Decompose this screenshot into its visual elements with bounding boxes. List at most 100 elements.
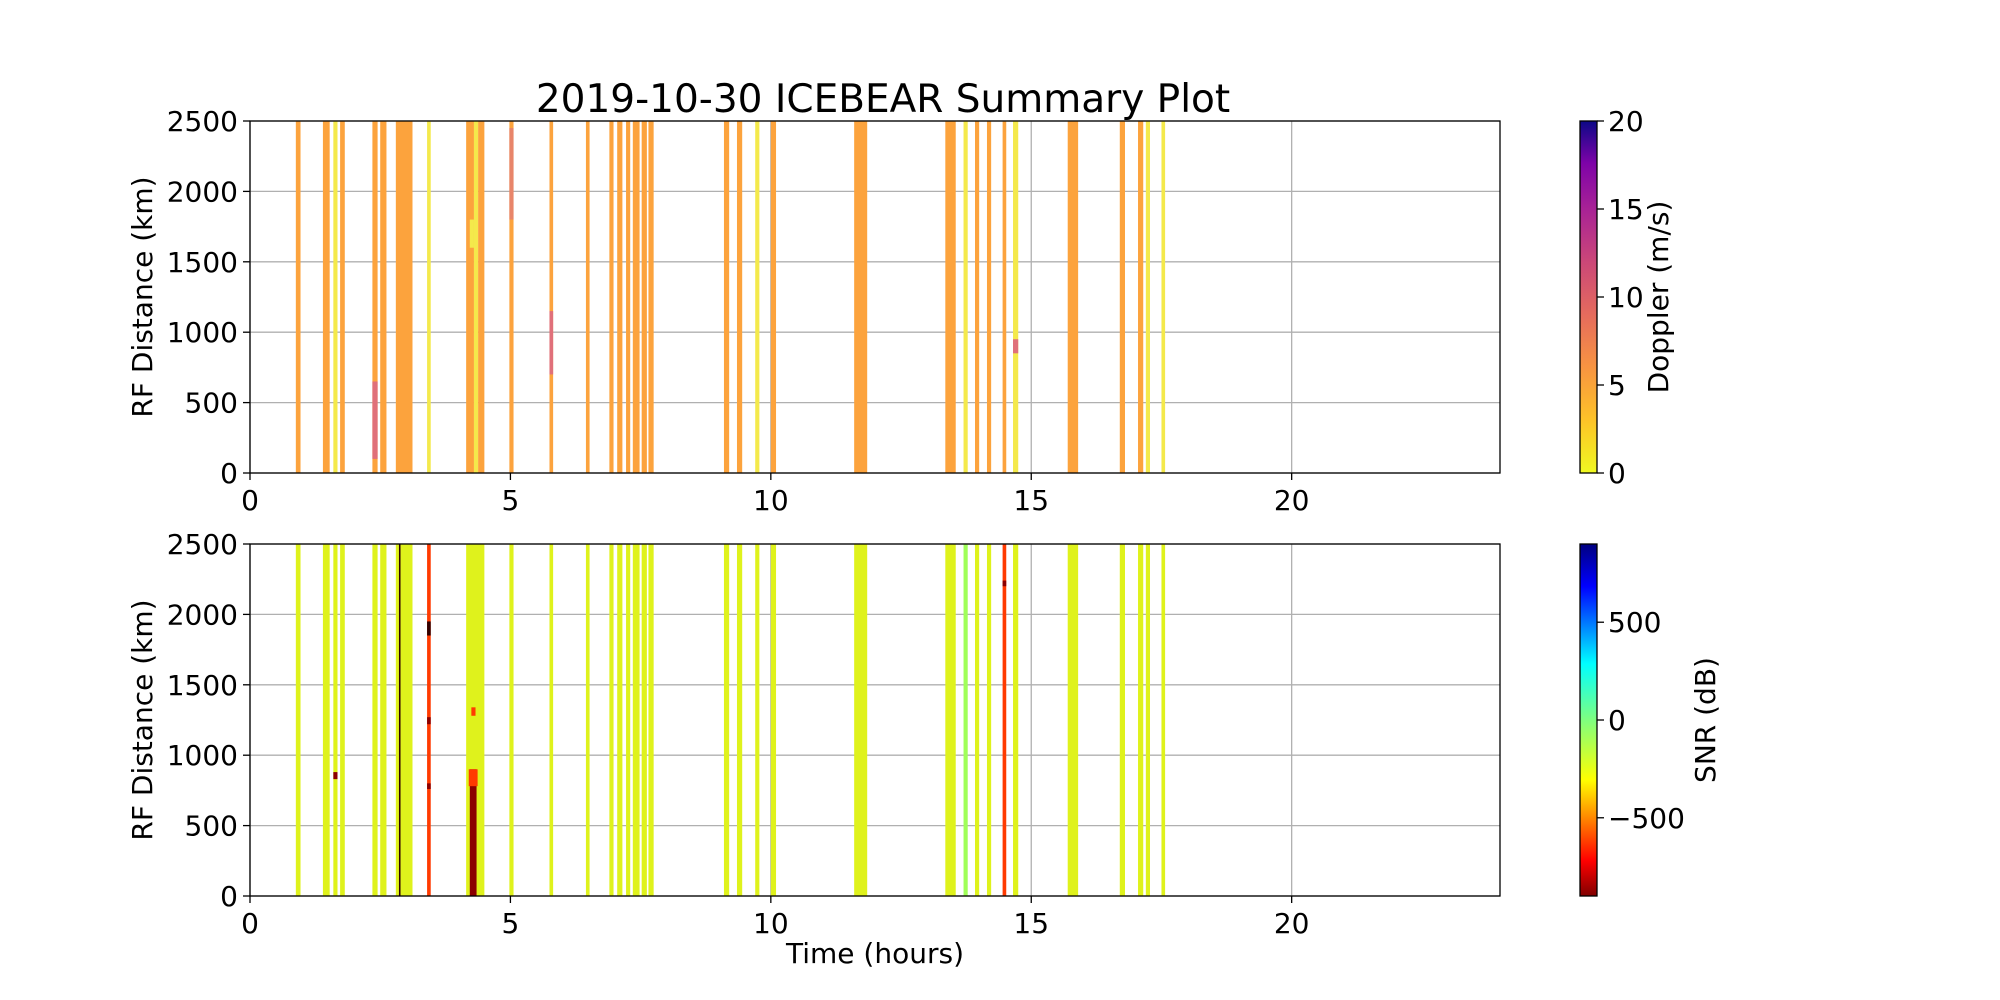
data-band xyxy=(723,544,730,896)
data-band xyxy=(963,121,968,473)
data-band xyxy=(1161,121,1166,473)
data-band xyxy=(1145,544,1150,896)
colorbar-snr xyxy=(1579,543,1598,897)
colorbar-tick-label: 15 xyxy=(1608,193,1644,226)
data-band xyxy=(770,121,777,473)
colorbar-tick-label: 10 xyxy=(1608,281,1644,314)
data-band xyxy=(648,121,654,473)
data-band xyxy=(549,121,554,473)
data-band xyxy=(340,121,345,473)
figure-title: 2019-10-30 ICEBEAR Summary Plot xyxy=(536,77,1230,122)
data-band xyxy=(975,121,980,473)
data-band xyxy=(641,544,647,896)
data-band xyxy=(509,544,514,896)
data-band xyxy=(1161,544,1166,896)
data-patch xyxy=(427,783,431,789)
data-band xyxy=(333,544,338,896)
data-band xyxy=(945,544,956,896)
data-band xyxy=(963,544,968,896)
data-band xyxy=(372,544,378,896)
data-band xyxy=(585,121,590,473)
data-band xyxy=(322,121,330,473)
colorbar-tick-label: 0 xyxy=(1608,704,1626,737)
data-patch xyxy=(1013,339,1019,354)
data-band xyxy=(626,121,631,473)
data-band xyxy=(648,544,654,896)
colorbar-tick-label: 20 xyxy=(1608,105,1644,138)
x-tick-label: 0 xyxy=(241,907,259,940)
colorbar-label: Doppler (m/s) xyxy=(1642,201,1675,394)
x-tick-label: 0 xyxy=(241,484,259,517)
data-band xyxy=(1119,121,1125,473)
plot-frame xyxy=(249,543,1501,897)
y-tick-label: 1500 xyxy=(167,669,238,702)
data-band xyxy=(609,121,614,473)
panel-doppler: 0 5 10 15 20 0 500 1000 1500 2000 2500 RF Distance … xyxy=(126,105,1675,517)
data-band xyxy=(945,121,956,473)
colorbar-label: SNR (dB) xyxy=(1689,657,1722,783)
y-tick-label: 1000 xyxy=(167,739,238,772)
data-band xyxy=(509,121,514,473)
y-tick-label: 2000 xyxy=(167,598,238,631)
y-axis-label: RF Distance (km) xyxy=(126,599,159,840)
data-band xyxy=(854,544,868,896)
data-band xyxy=(986,544,992,896)
data-patch xyxy=(469,769,477,896)
data-patch xyxy=(333,772,338,780)
data-band xyxy=(372,121,378,473)
data-band xyxy=(626,544,631,896)
data-band xyxy=(295,544,301,896)
y-tick-label: 1500 xyxy=(167,246,238,279)
data-band xyxy=(632,121,640,473)
data-band xyxy=(398,544,401,896)
data-band xyxy=(770,544,777,896)
y-tick-label: 2500 xyxy=(167,105,238,138)
data-band xyxy=(585,544,590,896)
y-tick-label: 0 xyxy=(220,457,238,490)
data-patch xyxy=(372,381,378,459)
data-band xyxy=(1138,544,1144,896)
data-band xyxy=(1067,544,1079,896)
data-band xyxy=(755,121,760,473)
data-band xyxy=(609,544,614,896)
data-patch xyxy=(468,769,478,787)
data-band xyxy=(466,121,474,473)
data-band xyxy=(736,121,743,473)
data-patch xyxy=(427,621,431,636)
data-band xyxy=(1067,121,1079,473)
y-tick-label: 1000 xyxy=(167,316,238,349)
y-axis-label: RF Distance (km) xyxy=(126,176,159,417)
data-band xyxy=(617,544,623,896)
data-band xyxy=(1002,544,1007,896)
data-band xyxy=(975,544,980,896)
data-band xyxy=(380,121,387,473)
data-band xyxy=(1013,121,1019,473)
plot-frame xyxy=(249,120,1501,474)
y-tick-label: 2500 xyxy=(167,528,238,561)
colorbar-tick-label: −500 xyxy=(1608,802,1685,835)
x-tick-label: 5 xyxy=(502,484,520,517)
data-patch xyxy=(469,219,474,248)
colorbar-tick-label: 0 xyxy=(1608,457,1626,490)
data-band xyxy=(617,121,623,473)
data-band xyxy=(473,121,479,473)
colorbar-doppler xyxy=(1579,120,1598,474)
data-patch xyxy=(1002,580,1007,587)
x-tick-label: 10 xyxy=(753,907,789,940)
x-axis-label: Time (hours) xyxy=(785,937,964,970)
data-band xyxy=(395,544,413,896)
data-band xyxy=(1002,121,1007,473)
y-tick-label: 0 xyxy=(220,880,238,913)
data-band xyxy=(1138,121,1144,473)
data-patch xyxy=(549,311,554,375)
data-band xyxy=(322,544,330,896)
data-band xyxy=(295,121,301,473)
data-band xyxy=(736,544,743,896)
data-band xyxy=(723,121,730,473)
data-band xyxy=(755,544,760,896)
panel-snr: 0 5 10 15 20 0 500 1000 1500 2000 2500 RF Distance … xyxy=(126,528,1722,970)
plot-area xyxy=(250,121,1500,473)
data-patch xyxy=(509,128,514,220)
x-tick-label: 10 xyxy=(753,484,789,517)
x-tick-label: 15 xyxy=(1013,907,1049,940)
